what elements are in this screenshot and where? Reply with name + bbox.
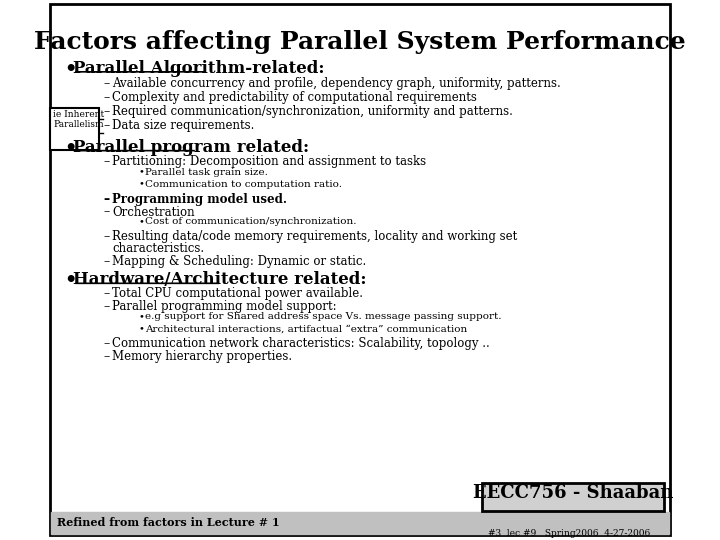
Text: Complexity and predictability of computational requirements: Complexity and predictability of computa…: [112, 91, 477, 104]
Text: –: –: [104, 337, 109, 350]
Text: Data size requirements.: Data size requirements.: [112, 119, 254, 132]
Text: Parallel task grain size.: Parallel task grain size.: [145, 167, 268, 177]
Text: –: –: [104, 193, 109, 206]
Text: •: •: [138, 218, 144, 226]
Text: Orchestration: Orchestration: [112, 206, 194, 219]
Text: Required communication/synchronization, uniformity and patterns.: Required communication/synchronization, …: [112, 105, 513, 118]
Text: –: –: [104, 231, 109, 244]
Text: –: –: [104, 255, 109, 268]
Text: EECC756 - Shaaban: EECC756 - Shaaban: [473, 484, 673, 502]
Text: Communication to computation ratio.: Communication to computation ratio.: [145, 180, 342, 188]
Text: –: –: [104, 287, 109, 300]
Text: –: –: [104, 105, 109, 118]
Text: Memory hierarchy properties.: Memory hierarchy properties.: [112, 350, 292, 363]
Text: ie Inherent
Parallelism: ie Inherent Parallelism: [53, 110, 104, 129]
Text: Parallel Algorithm-related:: Parallel Algorithm-related:: [73, 60, 325, 77]
Text: •: •: [64, 271, 76, 289]
Text: Resulting data/code memory requirements, locality and working set: Resulting data/code memory requirements,…: [112, 231, 518, 244]
Text: •: •: [138, 324, 144, 333]
Text: –: –: [104, 119, 109, 132]
Text: Available concurrency and profile, dependency graph, uniformity, patterns.: Available concurrency and profile, depen…: [112, 77, 561, 90]
Text: Partitioning: Decomposition and assignment to tasks: Partitioning: Decomposition and assignme…: [112, 154, 426, 167]
Text: Mapping & Scheduling: Dynamic or static.: Mapping & Scheduling: Dynamic or static.: [112, 255, 366, 268]
Text: Hardware/Architecture related:: Hardware/Architecture related:: [73, 271, 366, 288]
FancyBboxPatch shape: [50, 4, 670, 535]
Text: Communication network characteristics: Scalability, topology ..: Communication network characteristics: S…: [112, 337, 490, 350]
Bar: [51, 512, 669, 534]
Text: –: –: [104, 154, 109, 167]
Text: –: –: [104, 350, 109, 363]
Text: –: –: [104, 91, 109, 104]
Text: •: •: [138, 180, 144, 188]
Text: Programming model used.: Programming model used.: [112, 193, 287, 206]
FancyBboxPatch shape: [50, 108, 99, 150]
Text: •: •: [64, 139, 76, 157]
Text: Parallel programming model support:: Parallel programming model support:: [112, 300, 337, 313]
Text: –: –: [104, 206, 109, 219]
Text: Total CPU computational power available.: Total CPU computational power available.: [112, 287, 363, 300]
Text: Factors affecting Parallel System Performance: Factors affecting Parallel System Perfor…: [34, 30, 686, 54]
Text: #3  lec #9   Spring2006  4-27-2006: #3 lec #9 Spring2006 4-27-2006: [487, 529, 650, 538]
Text: Cost of communication/synchronization.: Cost of communication/synchronization.: [145, 218, 356, 226]
Text: Parallel program related:: Parallel program related:: [73, 139, 309, 156]
Text: •: •: [64, 60, 76, 78]
Text: characteristics.: characteristics.: [112, 242, 204, 255]
FancyBboxPatch shape: [482, 483, 665, 511]
Text: Refined from factors in Lecture # 1: Refined from factors in Lecture # 1: [58, 517, 280, 528]
Text: •: •: [138, 312, 144, 321]
Text: –: –: [104, 77, 109, 90]
Text: •: •: [138, 167, 144, 177]
Text: Architectural interactions, artifactual “extra” communication: Architectural interactions, artifactual …: [145, 324, 467, 333]
Text: e.g support for Shared address space Vs. message passing support.: e.g support for Shared address space Vs.…: [145, 312, 502, 321]
Text: –: –: [104, 300, 109, 313]
